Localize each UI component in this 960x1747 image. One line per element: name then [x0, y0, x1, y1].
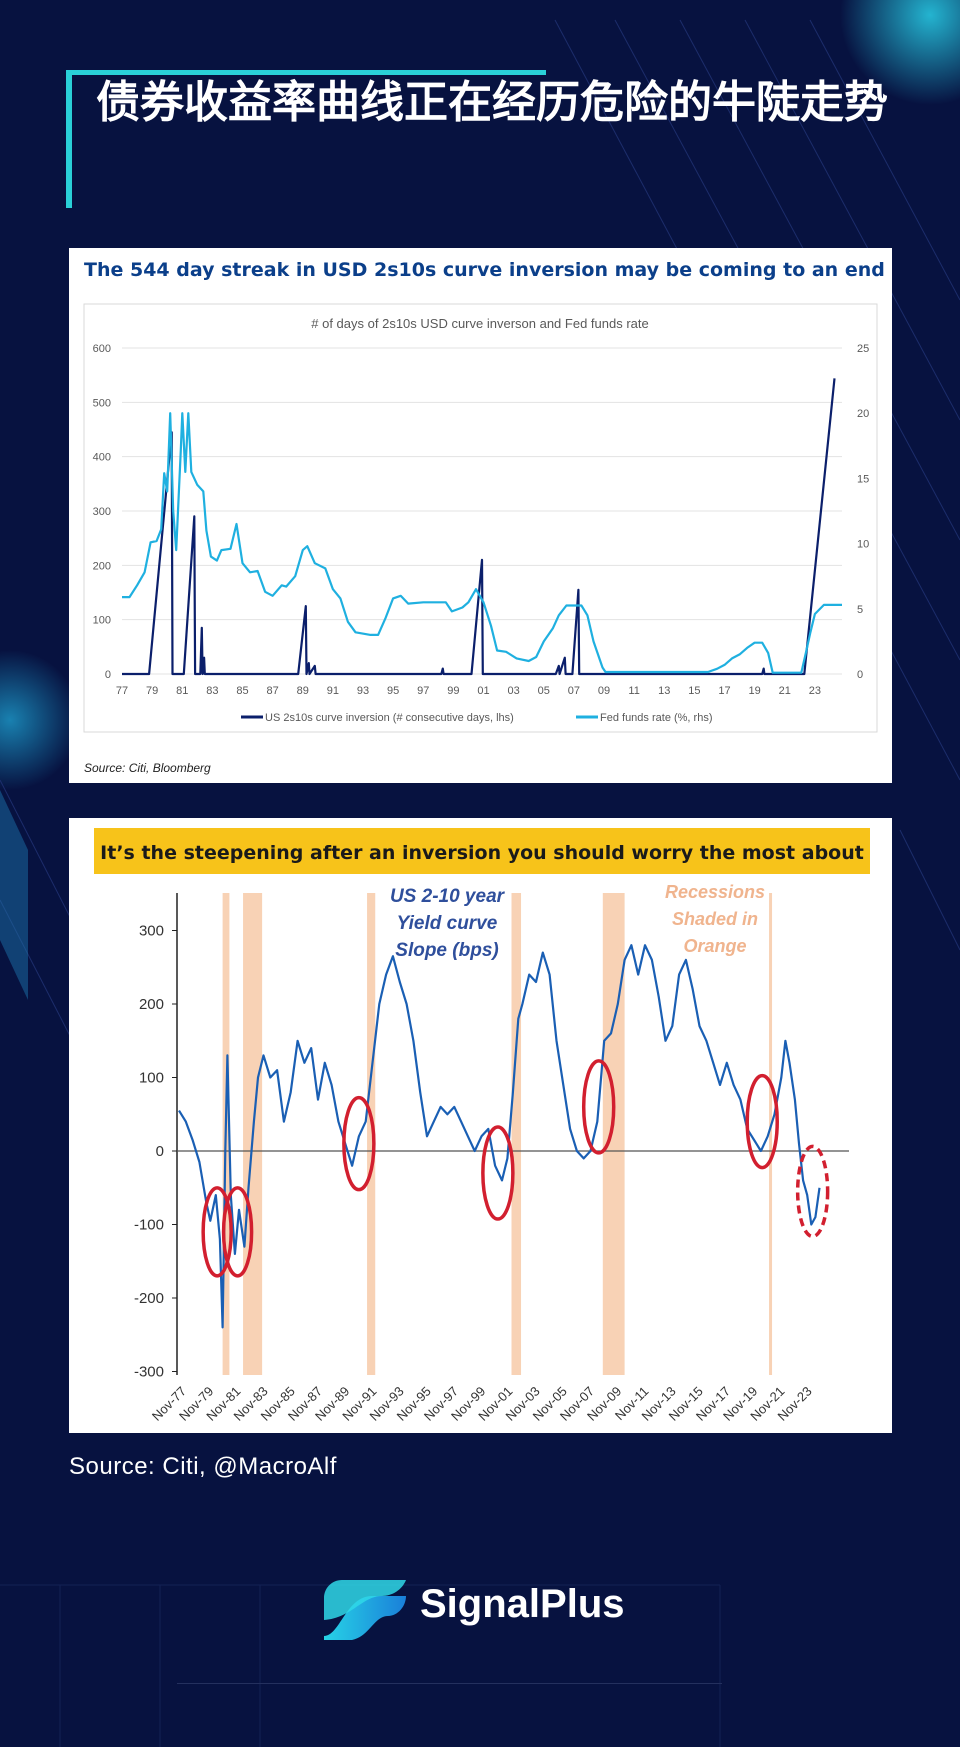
chart-headline: It’s the steepening after an inversion y… [100, 842, 864, 864]
footer-divider [177, 1683, 722, 1684]
inversion-highlight-circle [795, 1144, 830, 1239]
y-left-tick-label: 300 [93, 506, 111, 518]
legend-label: US 2s10s curve inversion (# consecutive … [265, 712, 514, 724]
inversion-highlight-circle [201, 1186, 233, 1278]
y-tick-label: -200 [134, 1290, 164, 1307]
y-tick-label: 0 [156, 1143, 164, 1160]
x-tick-label: 89 [297, 685, 309, 697]
y-left-tick-label: 200 [93, 560, 111, 572]
slope-line [178, 944, 821, 1329]
headline-banner [94, 828, 870, 874]
slope-annotation: Slope (bps) [395, 940, 498, 961]
x-tick-label: 03 [508, 685, 520, 697]
x-tick-label: 99 [447, 685, 459, 697]
recession-band [769, 893, 773, 1375]
chart-title: # of days of 2s10s USD curve inverson an… [311, 316, 648, 331]
y-left-tick-label: 500 [93, 397, 111, 409]
plot-frame [83, 303, 878, 733]
x-tick-label: 05 [538, 685, 550, 697]
y-right-tick-label: 10 [857, 539, 869, 551]
x-tick-label: 21 [779, 685, 791, 697]
y-tick-label: 300 [139, 923, 164, 940]
y-right-tick-label: 15 [857, 473, 869, 485]
y-left-tick-label: 600 [93, 343, 111, 355]
signalplus-logo-icon [324, 1580, 406, 1640]
recession-band [602, 893, 625, 1375]
y-right-tick-label: 5 [857, 604, 863, 616]
inversion-highlight-circle [581, 1059, 616, 1155]
y-left-tick-label: 400 [93, 452, 111, 464]
inversion-fedfunds-chart: The 544 day streak in USD 2s10s curve in… [83, 259, 885, 775]
inversion-highlight-circle [481, 1125, 515, 1221]
x-tick-label: 77 [116, 685, 128, 697]
y-right-tick-label: 0 [857, 669, 863, 681]
yield-curve-slope-chart: It’s the steepening after an inversion y… [94, 828, 870, 1424]
y-left-tick-label: 0 [105, 669, 111, 681]
inversion-days-line [122, 378, 836, 676]
corner-glow [840, 0, 960, 105]
chart-source: Source: Citi, Bloomberg [84, 761, 211, 775]
recession-note: Orange [683, 936, 746, 956]
recession-note: Shaded in [672, 909, 758, 929]
y-tick-label: -300 [134, 1364, 164, 1381]
legend-label: Fed funds rate (%, rhs) [600, 712, 713, 724]
x-tick-label: 13 [658, 685, 670, 697]
recession-band [367, 893, 376, 1375]
y-tick-label: -100 [134, 1217, 164, 1234]
side-glow [0, 650, 80, 790]
x-tick-label: 79 [146, 685, 158, 697]
x-tick-label: 87 [267, 685, 279, 697]
inversion-highlight-circle [221, 1186, 254, 1278]
recession-band [511, 893, 522, 1375]
brand-name: SignalPlus [420, 1582, 625, 1626]
x-tick-label: 81 [176, 685, 188, 697]
x-tick-label: 95 [387, 685, 399, 697]
x-tick-label: 11 [628, 685, 639, 697]
recession-note: Recessions [665, 882, 765, 902]
x-tick-label: 83 [206, 685, 218, 697]
x-tick-label: 23 [809, 685, 821, 697]
side-accent [0, 790, 28, 1000]
source-caption: Source: Citi, @MacroAlf [69, 1453, 337, 1480]
x-tick-label: 85 [236, 685, 248, 697]
title-block: 债券收益率曲线正在经历危险的牛陡走势 [66, 70, 892, 208]
x-tick-label: 17 [718, 685, 730, 697]
chart-panel-slope: It’s the steepening after an inversion y… [69, 818, 892, 1433]
chart-headline: The 544 day streak in USD 2s10s curve in… [84, 259, 885, 281]
slope-annotation: US 2-10 year [390, 886, 506, 907]
y-tick-label: 200 [139, 996, 164, 1013]
inversion-highlight-circle [342, 1095, 376, 1192]
y-tick-label: 100 [139, 1070, 164, 1087]
chart-panel-inversion: The 544 day streak in USD 2s10s curve in… [69, 248, 892, 783]
x-tick-label: 09 [598, 685, 610, 697]
x-tick-label: 01 [477, 685, 489, 697]
fed-funds-line [122, 412, 842, 674]
x-tick-label: 93 [357, 685, 369, 697]
y-left-tick-label: 100 [93, 615, 111, 627]
y-right-tick-label: 25 [857, 343, 869, 355]
x-tick-label: 91 [327, 685, 339, 697]
slope-annotation: Yield curve [397, 913, 498, 934]
y-right-tick-label: 20 [857, 408, 869, 420]
page-title: 债券收益率曲线正在经历危险的牛陡走势 [96, 77, 888, 128]
x-tick-label: 19 [749, 685, 761, 697]
x-tick-label: 97 [417, 685, 429, 697]
x-tick-label: 15 [688, 685, 700, 697]
title-accent-bar [66, 70, 546, 75]
x-tick-label: 07 [568, 685, 580, 697]
inversion-highlight-circle [745, 1073, 779, 1170]
